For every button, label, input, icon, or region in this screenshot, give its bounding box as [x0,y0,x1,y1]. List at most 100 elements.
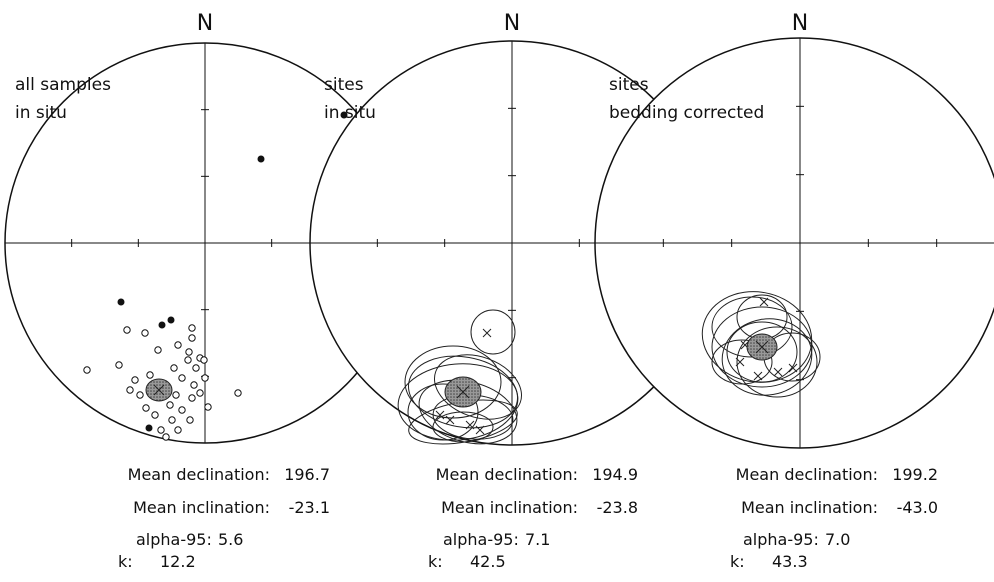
sample-open [172,391,180,399]
sample-open [201,374,209,382]
panel-title: bedding corrected [609,103,764,123]
sample-filled [340,111,348,119]
sample-open [166,401,174,409]
stat-label: alpha-95: [743,530,819,549]
cross [773,367,783,377]
sample-open [204,403,212,411]
confidence-ellipse [736,326,818,398]
sample-filled [167,316,175,324]
confidence-ellipse [433,354,523,420]
sample-open [170,364,178,372]
sample-open [178,374,186,382]
sample-open [126,386,134,394]
confidence-ellipse [432,411,494,443]
stat-label: Mean inclination: [741,498,878,517]
panel-title: sites [609,75,649,95]
stat-value: 7.0 [825,530,850,549]
stat-value: -23.8 [597,498,638,517]
stat-value: 199.2 [892,465,938,484]
sample-open [185,348,193,356]
sample-open [178,406,186,414]
panel-title: in situ [324,103,376,123]
sample-filled [145,424,153,432]
stat-value: -23.1 [289,498,330,517]
sample-open [234,389,242,397]
sample-open [142,404,150,412]
stat-label: Mean inclination: [133,498,270,517]
cross [475,425,485,435]
sample-open [184,356,192,364]
stat-value: -43.0 [897,498,938,517]
north-label: N [792,11,808,36]
sample-open [136,391,144,399]
cross [153,384,165,396]
sample-open [186,416,194,424]
sample-open [190,381,198,389]
confidence-ellipse [726,321,798,383]
sample-open [168,416,176,424]
panel-title: all samples [15,75,111,95]
sample-open [151,411,159,419]
stat-label: k: [730,552,745,571]
cross [482,328,492,338]
sample-open [146,371,154,379]
confidence-ellipse [721,318,813,396]
cross [445,415,455,425]
sample-open [188,334,196,342]
stat-label: k: [428,552,443,571]
stat-label: Mean declination: [736,465,878,484]
stat-value: 7.1 [525,530,550,549]
north-label: N [197,11,213,36]
sample-open [174,341,182,349]
confidence-ellipse [397,363,519,441]
cross [788,363,798,373]
stat-value: 194.9 [592,465,638,484]
sample-open [131,376,139,384]
cross [735,357,745,367]
cross [435,410,445,420]
sample-open [154,346,162,354]
cross [759,297,769,307]
confidence-ellipse [711,339,773,385]
stat-value: 42.5 [470,552,506,571]
sample-open [192,364,200,372]
stereonet [4,42,406,444]
stat-label: Mean declination: [436,465,578,484]
stat-value: 196.7 [284,465,330,484]
sample-open [162,433,170,441]
stat-value: 43.3 [772,552,808,571]
confidence-ellipse [407,383,479,441]
sample-open [188,324,196,332]
sample-open [115,361,123,369]
stat-label: alpha-95: [443,530,519,549]
north-label: N [504,11,520,36]
confidence-ellipse [404,345,502,419]
sample-open [157,426,165,434]
sample-open [188,394,196,402]
cross [465,420,475,430]
sample-open [123,326,131,334]
stat-label: Mean inclination: [441,498,578,517]
sample-open [200,356,208,364]
stat-label: k: [118,552,133,571]
stereonet [594,37,994,449]
stat-label: Mean declination: [128,465,270,484]
stat-value: 5.6 [218,530,243,549]
sample-open [196,389,204,397]
panel-title: in situ [15,103,67,123]
cross [456,385,470,399]
confidence-ellipse [470,309,516,355]
stat-value: 12.2 [160,552,196,571]
sample-filled [257,155,265,163]
cross [753,371,763,381]
sample-open [141,329,149,337]
stat-label: alpha-95: [136,530,212,549]
sample-filled [158,321,166,329]
confidence-ellipse [711,306,813,388]
cross [755,340,769,354]
sample-open [174,426,182,434]
sample-open [83,366,91,374]
sample-filled [117,298,125,306]
panel-title: sites [324,75,364,95]
